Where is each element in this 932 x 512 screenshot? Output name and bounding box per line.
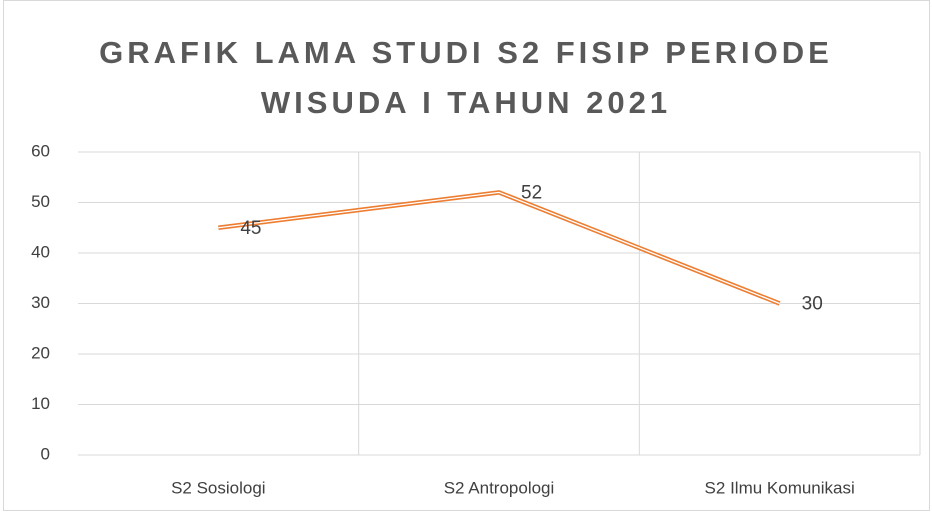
data-label: 30: [802, 294, 823, 315]
chart-title: GRAFIK LAMA STUDI S2 FISIP PERIODE WISUD…: [99, 35, 833, 120]
y-tick-label: 10: [31, 394, 50, 413]
y-tick-label: 50: [31, 192, 50, 211]
y-tick-label: 40: [31, 242, 50, 261]
y-tick-label: 0: [41, 444, 50, 463]
y-tick-label: 20: [31, 343, 50, 362]
y-tick-label: 60: [31, 141, 50, 160]
x-tick-label: S2 Antropologi: [444, 478, 555, 497]
x-tick-label: S2 Sosiologi: [171, 478, 266, 497]
x-tick-label: S2 Ilmu Komunikasi: [705, 478, 855, 497]
chart-border: [3, 0, 930, 511]
data-label: 45: [240, 218, 261, 239]
line: [218, 190, 781, 306]
line-inner: [218, 191, 780, 305]
data-label: 52: [521, 182, 542, 203]
y-tick-label: 30: [31, 293, 50, 312]
